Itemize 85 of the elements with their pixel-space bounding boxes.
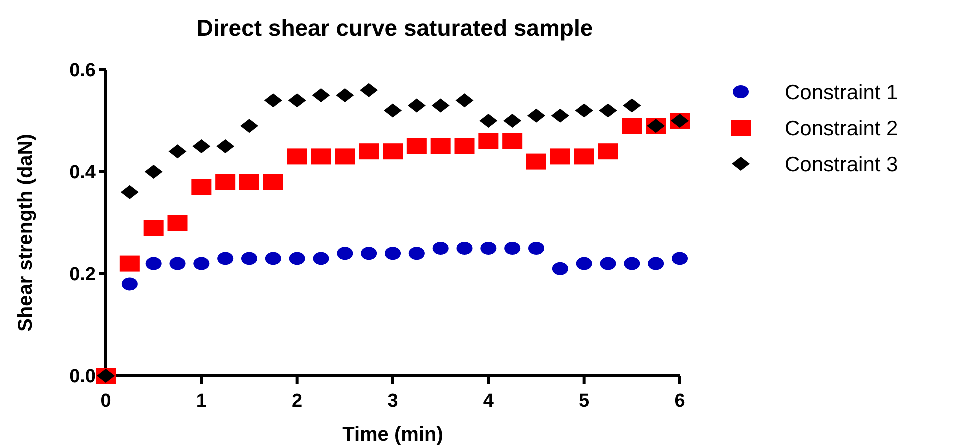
point: [146, 257, 162, 270]
point: [576, 257, 592, 270]
point: [574, 148, 594, 165]
point: [432, 242, 449, 255]
point: [408, 98, 426, 113]
point: [360, 83, 378, 98]
y-tick-label: 0.2: [70, 264, 96, 286]
point: [312, 88, 330, 102]
legend-label: Constraint 2: [785, 117, 898, 140]
legend-label: Constraint 1: [785, 81, 898, 104]
point: [480, 242, 497, 255]
point: [672, 252, 688, 266]
point: [265, 252, 282, 266]
y-tick-label: 0.0: [70, 366, 96, 388]
point: [432, 98, 450, 113]
point: [216, 174, 236, 190]
point: [192, 179, 212, 196]
point: [120, 185, 139, 200]
point: [622, 118, 642, 134]
point: [504, 242, 521, 255]
point: [313, 252, 330, 266]
point: [624, 257, 640, 270]
point: [504, 114, 522, 128]
point: [335, 148, 356, 165]
point: [240, 174, 260, 190]
chart-title: Direct shear curve saturated sample: [196, 15, 594, 41]
point: [550, 148, 570, 165]
point: [528, 242, 544, 255]
point: [168, 215, 188, 231]
point: [336, 88, 354, 102]
x-axis-title: Time (min): [342, 424, 444, 446]
x-tick-label: 0: [100, 391, 112, 412]
point: [361, 247, 378, 260]
y-tick-label: 0.6: [70, 60, 96, 82]
point: [216, 140, 235, 154]
point: [599, 104, 618, 118]
point: [551, 108, 570, 123]
point: [170, 257, 186, 270]
point: [264, 94, 282, 108]
point: [552, 262, 568, 276]
point: [408, 247, 425, 260]
point: [120, 256, 140, 272]
point: [575, 104, 594, 118]
x-tick-label: 2: [292, 391, 303, 412]
point: [218, 252, 234, 266]
point: [168, 144, 187, 159]
point: [648, 257, 664, 270]
point: [194, 257, 210, 270]
point: [528, 108, 546, 123]
point: [263, 174, 284, 190]
point: [456, 94, 474, 108]
point: [289, 252, 306, 266]
legend-label: Constraint 3: [785, 153, 898, 176]
point: [430, 138, 451, 154]
point: [502, 133, 523, 150]
point: [385, 247, 401, 260]
point: [192, 140, 211, 154]
point: [456, 242, 473, 255]
y-tick-label: 0.4: [70, 162, 96, 184]
x-tick-label: 4: [483, 391, 494, 412]
point: [122, 278, 138, 291]
point: [526, 154, 546, 170]
point: [144, 165, 163, 179]
point: [406, 138, 427, 154]
x-tick-label: 5: [579, 391, 590, 412]
x-tick-label: 1: [196, 391, 208, 412]
point: [144, 220, 164, 236]
x-tick-label: 3: [388, 391, 398, 412]
point: [598, 144, 618, 160]
point: [480, 114, 498, 128]
point: [288, 94, 306, 108]
point: [384, 104, 402, 118]
point: [383, 144, 403, 160]
point: [311, 148, 332, 165]
point: [478, 133, 499, 150]
point: [454, 138, 475, 154]
point: [242, 252, 258, 266]
point: [600, 257, 616, 270]
point: [287, 148, 308, 165]
x-tick-label: 6: [674, 391, 686, 412]
y-axis-title: Shear strength (daN): [15, 134, 37, 332]
point: [359, 144, 380, 160]
point: [337, 247, 354, 260]
point: [240, 119, 258, 134]
point: [623, 98, 642, 113]
